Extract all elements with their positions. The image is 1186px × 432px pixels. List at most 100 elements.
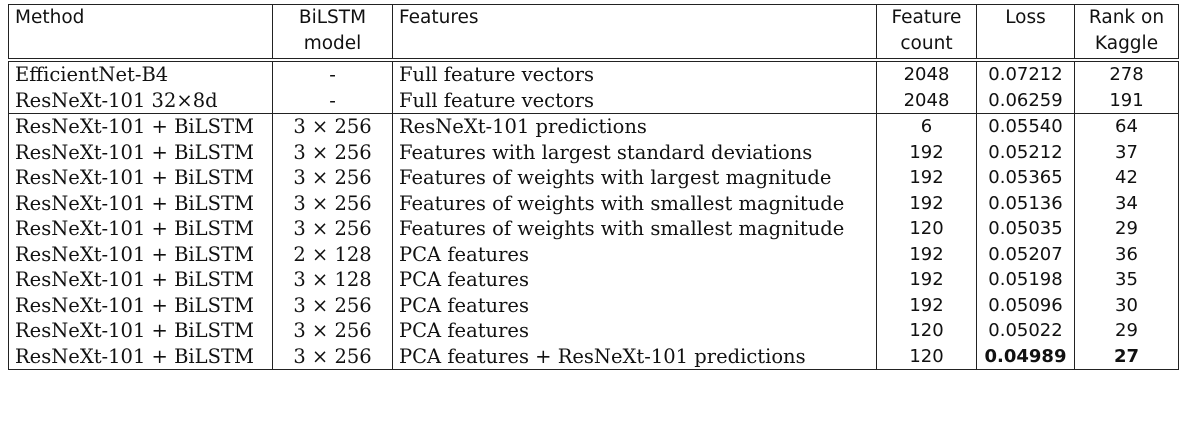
- header-loss-line2: [976, 30, 1075, 60]
- table-row: ResNeXt-101 + BiLSTM 3 × 256 Features of…: [8, 216, 1179, 242]
- cell-count: 6: [876, 113, 977, 140]
- cell-bilstm: 3 × 256: [272, 292, 393, 318]
- header-row-2: model count Kaggle: [8, 30, 1179, 60]
- table-row: ResNeXt-101 + BiLSTM 3 × 256 PCA feature…: [8, 343, 1179, 370]
- cell-features: Features of weights with smallest magnit…: [392, 216, 877, 242]
- cell-method: ResNeXt-101 + BiLSTM: [8, 216, 273, 242]
- cell-bilstm: 3 × 256: [272, 318, 393, 344]
- cell-loss: 0.05035: [976, 216, 1075, 242]
- table-row: ResNeXt-101 32×8d - Full feature vectors…: [8, 87, 1179, 114]
- cell-features: PCA features + ResNeXt-101 predictions: [392, 343, 877, 370]
- table-row: ResNeXt-101 + BiLSTM 3 × 256 Features of…: [8, 190, 1179, 216]
- cell-count: 192: [876, 165, 977, 191]
- cell-count: 192: [876, 139, 977, 165]
- cell-bilstm: -: [272, 87, 393, 114]
- cell-features: Full feature vectors: [392, 87, 877, 114]
- header-method-line2: [8, 30, 273, 60]
- cell-bilstm: 3 × 256: [272, 343, 393, 370]
- cell-bilstm: 3 × 256: [272, 139, 393, 165]
- header-rank: Rank on: [1074, 4, 1179, 31]
- cell-features: Features of weights with smallest magnit…: [392, 190, 877, 216]
- cell-features: PCA features: [392, 292, 877, 318]
- cell-method: ResNeXt-101 + BiLSTM: [8, 241, 273, 267]
- cell-loss: 0.05212: [976, 139, 1075, 165]
- table-row: ResNeXt-101 + BiLSTM 2 × 128 PCA feature…: [8, 241, 1179, 267]
- header-bilstm: BiLSTM: [272, 4, 393, 31]
- cell-rank: 278: [1074, 58, 1179, 88]
- cell-rank-best: 27: [1074, 343, 1179, 370]
- header-features-line2: [392, 30, 877, 60]
- header-rank-line2: Kaggle: [1074, 30, 1179, 60]
- header-feature-count: Feature: [876, 4, 977, 31]
- cell-features: Features of weights with largest magnitu…: [392, 165, 877, 191]
- cell-bilstm: -: [272, 58, 393, 88]
- cell-rank: 191: [1074, 87, 1179, 114]
- cell-rank: 34: [1074, 190, 1179, 216]
- table-row: ResNeXt-101 + BiLSTM 3 × 256 Features wi…: [8, 139, 1179, 165]
- cell-count: 192: [876, 190, 977, 216]
- cell-loss: 0.05198: [976, 267, 1075, 293]
- cell-bilstm: 3 × 256: [272, 190, 393, 216]
- cell-method: ResNeXt-101 + BiLSTM: [8, 292, 273, 318]
- table-row: EfficientNet-B4 - Full feature vectors 2…: [8, 58, 1179, 88]
- table-row: ResNeXt-101 + BiLSTM 3 × 256 Features of…: [8, 165, 1179, 191]
- header-loss: Loss: [976, 4, 1075, 31]
- cell-method: ResNeXt-101 + BiLSTM: [8, 113, 273, 140]
- cell-count: 192: [876, 241, 977, 267]
- cell-features: PCA features: [392, 318, 877, 344]
- cell-features: PCA features: [392, 267, 877, 293]
- header-row-1: Method BiLSTM Features Feature Loss Rank…: [8, 4, 1179, 31]
- cell-loss: 0.05207: [976, 241, 1075, 267]
- cell-method: ResNeXt-101 + BiLSTM: [8, 190, 273, 216]
- cell-count: 192: [876, 292, 977, 318]
- cell-method: ResNeXt-101 + BiLSTM: [8, 267, 273, 293]
- cell-features: PCA features: [392, 241, 877, 267]
- cell-loss: 0.05365: [976, 165, 1075, 191]
- cell-bilstm: 3 × 256: [272, 216, 393, 242]
- cell-rank: 35: [1074, 267, 1179, 293]
- cell-method: ResNeXt-101 32×8d: [8, 87, 273, 114]
- cell-features: ResNeXt-101 predictions: [392, 113, 877, 140]
- cell-count: 2048: [876, 87, 977, 114]
- cell-method: ResNeXt-101 + BiLSTM: [8, 343, 273, 370]
- header-features: Features: [392, 4, 877, 31]
- cell-features: Full feature vectors: [392, 58, 877, 88]
- header-method: Method: [8, 4, 273, 31]
- table-row: ResNeXt-101 + BiLSTM 3 × 256 ResNeXt-101…: [8, 113, 1179, 140]
- cell-features: Features with largest standard deviation…: [392, 139, 877, 165]
- cell-method: EfficientNet-B4: [8, 58, 273, 88]
- cell-rank: 29: [1074, 318, 1179, 344]
- table-row: ResNeXt-101 + BiLSTM 3 × 128 PCA feature…: [8, 267, 1179, 293]
- cell-count: 120: [876, 216, 977, 242]
- table-row: ResNeXt-101 + BiLSTM 3 × 256 PCA feature…: [8, 292, 1179, 318]
- header-bilstm-line2: model: [272, 30, 393, 60]
- cell-bilstm: 2 × 128: [272, 241, 393, 267]
- cell-rank: 36: [1074, 241, 1179, 267]
- cell-count: 120: [876, 343, 977, 370]
- cell-loss: 0.05136: [976, 190, 1075, 216]
- header-feature-count-line2: count: [876, 30, 977, 60]
- cell-rank: 37: [1074, 139, 1179, 165]
- cell-loss: 0.05096: [976, 292, 1075, 318]
- cell-rank: 42: [1074, 165, 1179, 191]
- cell-loss-best: 0.04989: [976, 343, 1075, 370]
- cell-method: ResNeXt-101 + BiLSTM: [8, 165, 273, 191]
- cell-count: 2048: [876, 58, 977, 88]
- cell-method: ResNeXt-101 + BiLSTM: [8, 318, 273, 344]
- cell-bilstm: 3 × 256: [272, 113, 393, 140]
- results-table-container: Method BiLSTM Features Feature Loss Rank…: [8, 4, 1179, 370]
- cell-rank: 30: [1074, 292, 1179, 318]
- cell-method: ResNeXt-101 + BiLSTM: [8, 139, 273, 165]
- cell-rank: 29: [1074, 216, 1179, 242]
- cell-count: 192: [876, 267, 977, 293]
- cell-loss: 0.05022: [976, 318, 1075, 344]
- cell-bilstm: 3 × 128: [272, 267, 393, 293]
- cell-rank: 64: [1074, 113, 1179, 140]
- cell-bilstm: 3 × 256: [272, 165, 393, 191]
- cell-count: 120: [876, 318, 977, 344]
- table-row: ResNeXt-101 + BiLSTM 3 × 256 PCA feature…: [8, 318, 1179, 344]
- cell-loss: 0.05540: [976, 113, 1075, 140]
- cell-loss: 0.06259: [976, 87, 1075, 114]
- results-table: Method BiLSTM Features Feature Loss Rank…: [8, 4, 1179, 370]
- cell-loss: 0.07212: [976, 58, 1075, 88]
